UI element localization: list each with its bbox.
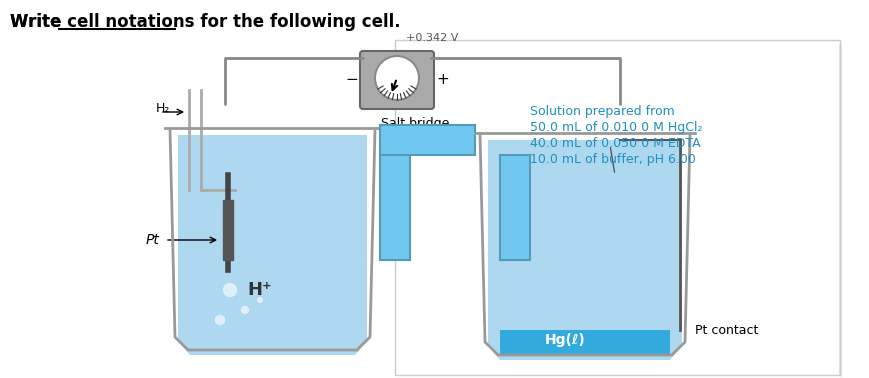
Polygon shape: [500, 330, 670, 355]
Text: Write: Write: [10, 13, 67, 31]
Text: Hg(ℓ): Hg(ℓ): [545, 333, 586, 347]
Text: −: −: [345, 73, 358, 87]
Text: +: +: [436, 73, 448, 87]
Text: H₂: H₂: [156, 102, 170, 115]
Text: 10.0 mL of buffer, pH 6.00: 10.0 mL of buffer, pH 6.00: [530, 153, 696, 166]
Polygon shape: [178, 135, 367, 355]
Circle shape: [222, 282, 238, 298]
FancyBboxPatch shape: [360, 51, 434, 109]
Text: Pt contact: Pt contact: [695, 324, 759, 336]
Text: 40.0 mL of 0.050 0 M EDTA: 40.0 mL of 0.050 0 M EDTA: [530, 137, 700, 150]
Bar: [380, 155, 410, 260]
Polygon shape: [488, 140, 682, 360]
Bar: [500, 155, 530, 260]
Circle shape: [256, 296, 264, 304]
Text: Salt bridge: Salt bridge: [381, 117, 449, 130]
Circle shape: [375, 56, 419, 100]
Text: Pt: Pt: [146, 233, 160, 247]
Text: H⁺: H⁺: [248, 281, 272, 299]
Circle shape: [214, 314, 226, 326]
Bar: [380, 125, 475, 155]
Text: Write cell notations for the following cell.: Write cell notations for the following c…: [10, 13, 401, 31]
Bar: [223, 200, 233, 260]
Text: Solution prepared from: Solution prepared from: [530, 105, 674, 118]
Text: +0.342 V: +0.342 V: [406, 33, 458, 43]
Bar: [395, 40, 840, 375]
Text: 50.0 mL of 0.010 0 M HgCl₂: 50.0 mL of 0.010 0 M HgCl₂: [530, 121, 702, 134]
Circle shape: [240, 305, 250, 315]
